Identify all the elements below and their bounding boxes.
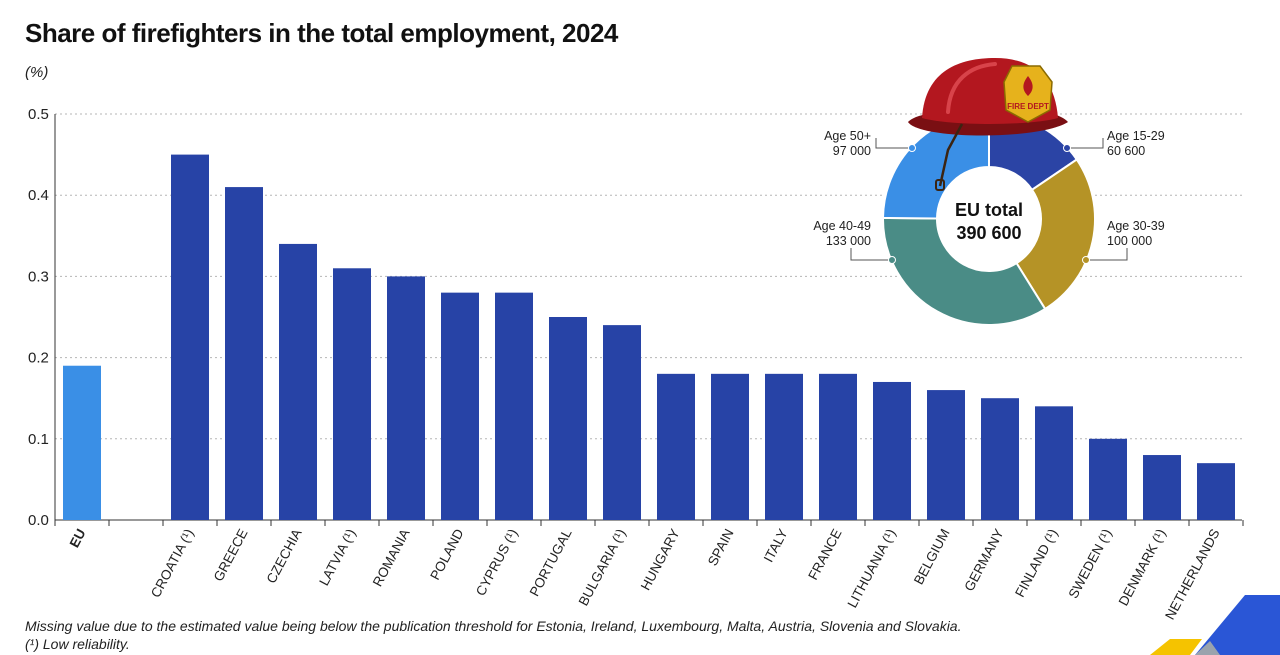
firefighter-helmet-illustration: FIRE DEPT — [908, 58, 1068, 191]
footnotes: Missing value due to the estimated value… — [25, 617, 961, 653]
donut-callout-line — [850, 248, 892, 261]
donut-callout-line — [875, 138, 912, 149]
chart-title: Share of firefighters in the total emplo… — [25, 18, 618, 48]
bar-belgium — [927, 390, 965, 520]
donut-value-label: 60 600 — [1107, 144, 1145, 158]
y-tick-label: 0.5 — [28, 106, 49, 123]
bar-poland — [441, 292, 479, 520]
donut-center-value: 390 600 — [956, 223, 1021, 243]
logo-blue-shape — [1195, 595, 1280, 655]
x-tick-label: EU — [67, 526, 89, 550]
donut-value-label: 133 000 — [826, 234, 871, 248]
logo-yellow-shape — [1150, 639, 1202, 655]
bar-sweden — [1089, 438, 1127, 520]
donut-callout-dot — [1063, 144, 1071, 152]
donut-callout-dot — [888, 256, 896, 264]
logo-grey-shape — [1195, 641, 1220, 655]
bar-romania — [387, 276, 425, 520]
y-tick-label: 0.2 — [28, 350, 49, 367]
flame-icon — [1023, 76, 1033, 96]
x-tick-label: ITALY — [761, 526, 791, 564]
donut-label: Age 30-39 — [1107, 219, 1165, 233]
x-tick-label: HUNGARY — [638, 526, 683, 592]
bar-spain — [711, 373, 749, 520]
x-tick-label: FRANCE — [805, 526, 844, 582]
helmet-strap — [938, 123, 964, 187]
x-tick-label: SPAIN — [705, 526, 737, 568]
x-tick-label: SWEDEN (¹) — [1065, 526, 1114, 601]
x-tick-label: LITHUANIA (¹) — [845, 526, 899, 610]
x-tick-label: GERMANY — [961, 526, 1006, 593]
bar-netherlands — [1197, 463, 1235, 520]
bar-bulgaria — [603, 325, 641, 520]
x-tick-label: PORTUGAL — [527, 526, 575, 599]
bar-germany — [981, 398, 1019, 520]
x-tick-label: ROMANIA — [370, 526, 413, 589]
donut-label: Age 50+ — [824, 129, 871, 143]
eurostat-corner-logo — [1150, 595, 1280, 655]
x-tick-label: FINLAND (¹) — [1012, 526, 1060, 599]
donut-value-label: 100 000 — [1107, 234, 1152, 248]
x-tick-label: BELGIUM — [911, 526, 953, 587]
bar-lithuania — [873, 381, 911, 520]
donut-callout-line — [1067, 138, 1104, 149]
donut-center-label: EU total — [955, 200, 1023, 220]
footnote-low-reliability: (¹) Low reliability. — [25, 636, 130, 652]
donut-callout-dot — [908, 144, 916, 152]
y-axis-unit: (%) — [25, 64, 49, 81]
bar-france — [819, 373, 857, 520]
donut-value-label: 97 000 — [833, 144, 871, 158]
footnote-missing: Missing value due to the estimated value… — [25, 618, 962, 634]
bar-greece — [225, 187, 263, 520]
bar-hungary — [657, 373, 695, 520]
y-tick-label: 0.4 — [28, 187, 49, 204]
x-tick-label: BULGARIA (¹) — [576, 526, 629, 608]
y-tick-label: 0.0 — [28, 512, 49, 529]
bar-eu — [63, 365, 101, 520]
donut-callout-line — [1086, 248, 1128, 261]
x-tick-label: CYPRUS (¹) — [473, 526, 521, 598]
y-tick-label: 0.1 — [28, 431, 49, 448]
bar-cyprus — [495, 292, 533, 520]
donut-label: Age 40-49 — [813, 219, 871, 233]
x-tick-label: POLAND — [427, 526, 466, 582]
bar-czechia — [279, 243, 317, 521]
x-tick-label: CROATIA (¹) — [148, 526, 197, 600]
donut-hole — [937, 167, 1041, 271]
bar-latvia — [333, 268, 371, 520]
x-tick-label: LATVIA (¹) — [316, 526, 358, 588]
helmet-badge-text: FIRE DEPT — [1007, 102, 1049, 111]
x-tick-label: CZECHIA — [264, 526, 305, 585]
donut-label: Age 15-29 — [1107, 129, 1165, 143]
helmet-highlight — [946, 62, 997, 114]
helmet-buckle — [935, 179, 945, 191]
donut-callout-dot — [1082, 256, 1090, 264]
x-tick-label: GREECE — [211, 526, 251, 583]
bar-italy — [765, 373, 803, 520]
bar-portugal — [549, 317, 587, 520]
bar-finland — [1035, 406, 1073, 520]
y-tick-label: 0.3 — [28, 268, 49, 285]
bar-denmark — [1143, 455, 1181, 520]
bar-croatia — [171, 154, 209, 520]
